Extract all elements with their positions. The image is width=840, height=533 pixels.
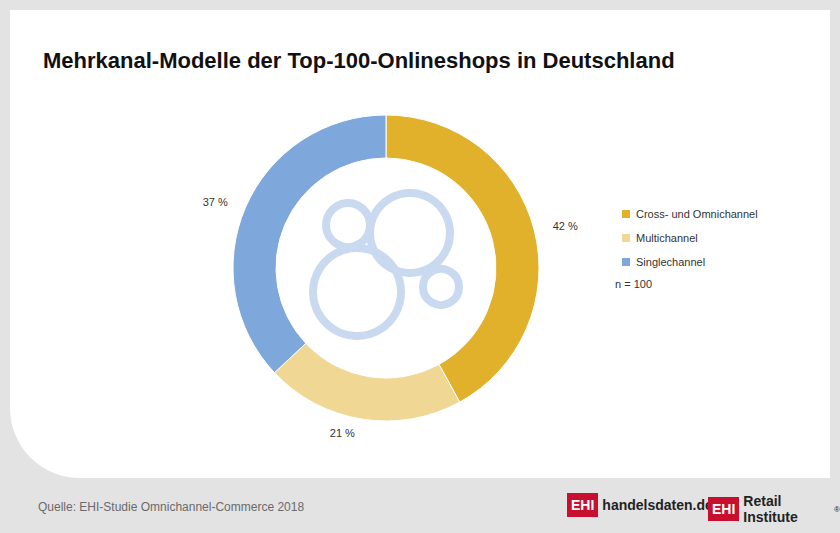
svg-text:42 %: 42 % <box>553 220 578 232</box>
svg-text:Mehrkanal-Modelle der Top-100-: Mehrkanal-Modelle der Top-100-Onlineshop… <box>43 48 675 73</box>
html-text:Quelle: EHI-Studie Omnichannel: Quelle: EHI-Studie Omnichannel-Commerce … <box>38 500 305 514</box>
svg-text:Singlechannel: Singlechannel <box>636 256 705 268</box>
svg-text:21 %: 21 % <box>330 427 355 439</box>
svg-text:n = 100: n = 100 <box>615 278 652 290</box>
svg-text:Cross- und Omnichannel: Cross- und Omnichannel <box>636 208 758 220</box>
svg-text:Multichannel: Multichannel <box>636 232 698 244</box>
svg-text:37 %: 37 % <box>203 196 228 208</box>
html-text:Retail Institute: Retail Institute <box>743 493 798 525</box>
html-text:EHI: EHI <box>571 497 595 513</box>
html-text:handelsdaten.deEHI: handelsdaten.deEHI <box>602 497 736 517</box>
